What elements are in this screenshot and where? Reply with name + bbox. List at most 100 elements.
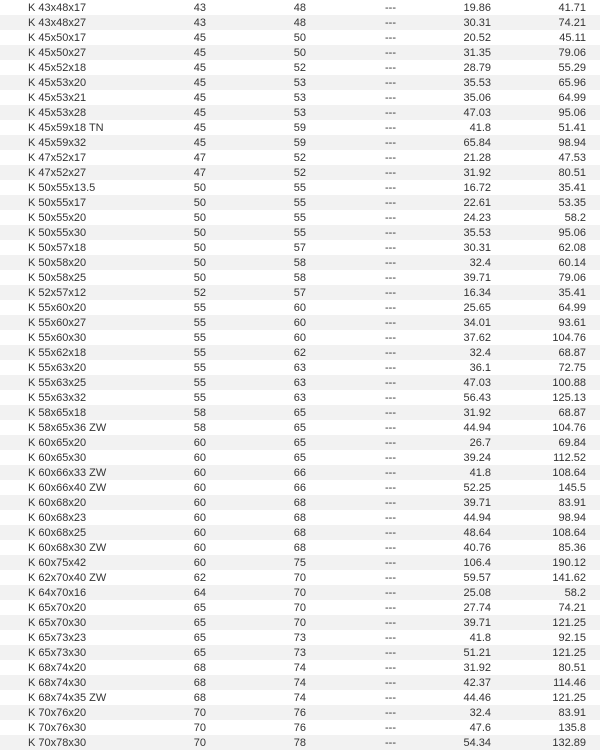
cell-value-1: 65.84: [410, 135, 505, 150]
cell-placeholder: ---: [320, 0, 410, 15]
cell-name: K 52x57x12: [0, 285, 120, 300]
cell-value-2: 93.61: [505, 315, 600, 330]
table-row: K 60x65x306065---39.24112.52: [0, 450, 600, 465]
cell-placeholder: ---: [320, 330, 410, 345]
cell-dim-b: 58: [220, 255, 320, 270]
cell-placeholder: ---: [320, 480, 410, 495]
cell-value-2: 141.62: [505, 570, 600, 585]
cell-dim-a: 55: [120, 330, 220, 345]
cell-dim-a: 55: [120, 360, 220, 375]
cell-value-1: 35.53: [410, 75, 505, 90]
cell-placeholder: ---: [320, 705, 410, 720]
table-row: K 47x52x274752---31.9280.51: [0, 165, 600, 180]
cell-placeholder: ---: [320, 30, 410, 45]
cell-value-2: 69.84: [505, 435, 600, 450]
table-row: K 60x75x426075---106.4190.12: [0, 555, 600, 570]
cell-placeholder: ---: [320, 540, 410, 555]
cell-dim-a: 70: [120, 720, 220, 735]
cell-name: K 70x76x20: [0, 705, 120, 720]
table-row: K 55x63x255563---47.03100.88: [0, 375, 600, 390]
cell-dim-b: 76: [220, 705, 320, 720]
cell-dim-a: 45: [120, 90, 220, 105]
cell-dim-a: 45: [120, 75, 220, 90]
cell-value-2: 121.25: [505, 690, 600, 705]
cell-dim-a: 45: [120, 105, 220, 120]
cell-value-1: 30.31: [410, 15, 505, 30]
cell-dim-b: 70: [220, 615, 320, 630]
table-row: K 55x60x305560---37.62104.76: [0, 330, 600, 345]
cell-value-2: 85.36: [505, 540, 600, 555]
cell-name: K 68x74x20: [0, 660, 120, 675]
table-row: K 62x70x40 ZW6270---59.57141.62: [0, 570, 600, 585]
cell-value-2: 80.51: [505, 660, 600, 675]
cell-dim-a: 60: [120, 480, 220, 495]
cell-dim-b: 59: [220, 135, 320, 150]
table-row: K 43x48x174348---19.8641.71: [0, 0, 600, 15]
table-row: K 65x70x306570---39.71121.25: [0, 615, 600, 630]
cell-value-1: 32.4: [410, 345, 505, 360]
cell-placeholder: ---: [320, 60, 410, 75]
cell-value-1: 52.25: [410, 480, 505, 495]
cell-name: K 60x68x20: [0, 495, 120, 510]
cell-name: K 64x70x16: [0, 585, 120, 600]
cell-name: K 60x75x42: [0, 555, 120, 570]
cell-value-2: 125.13: [505, 390, 600, 405]
cell-placeholder: ---: [320, 405, 410, 420]
cell-dim-b: 50: [220, 45, 320, 60]
cell-dim-b: 52: [220, 165, 320, 180]
cell-name: K 70x76x30: [0, 720, 120, 735]
cell-dim-b: 55: [220, 210, 320, 225]
cell-placeholder: ---: [320, 150, 410, 165]
cell-value-2: 190.12: [505, 555, 600, 570]
cell-dim-a: 47: [120, 150, 220, 165]
cell-name: K 55x60x20: [0, 300, 120, 315]
cell-name: K 55x63x32: [0, 390, 120, 405]
cell-dim-b: 60: [220, 330, 320, 345]
cell-name: K 65x70x30: [0, 615, 120, 630]
cell-dim-a: 60: [120, 555, 220, 570]
cell-dim-a: 50: [120, 255, 220, 270]
cell-dim-a: 45: [120, 60, 220, 75]
cell-dim-b: 73: [220, 630, 320, 645]
cell-value-2: 79.06: [505, 45, 600, 60]
cell-value-1: 42.37: [410, 675, 505, 690]
cell-dim-b: 63: [220, 390, 320, 405]
cell-dim-b: 50: [220, 30, 320, 45]
cell-value-2: 60.14: [505, 255, 600, 270]
cell-name: K 55x60x30: [0, 330, 120, 345]
cell-value-1: 47.6: [410, 720, 505, 735]
cell-placeholder: ---: [320, 390, 410, 405]
cell-name: K 60x65x30: [0, 450, 120, 465]
cell-dim-a: 45: [120, 135, 220, 150]
table-row: K 55x60x205560---25.6564.99: [0, 300, 600, 315]
cell-placeholder: ---: [320, 105, 410, 120]
cell-value-1: 35.06: [410, 90, 505, 105]
cell-dim-b: 48: [220, 15, 320, 30]
cell-placeholder: ---: [320, 90, 410, 105]
cell-dim-b: 75: [220, 555, 320, 570]
cell-placeholder: ---: [320, 555, 410, 570]
cell-dim-b: 53: [220, 105, 320, 120]
cell-name: K 45x50x17: [0, 30, 120, 45]
cell-name: K 50x57x18: [0, 240, 120, 255]
table-row: K 50x57x185057---30.3162.08: [0, 240, 600, 255]
cell-placeholder: ---: [320, 510, 410, 525]
table-row: K 60x66x33 ZW6066---41.8108.64: [0, 465, 600, 480]
cell-value-1: 51.21: [410, 645, 505, 660]
cell-placeholder: ---: [320, 600, 410, 615]
cell-placeholder: ---: [320, 255, 410, 270]
table-row: K 45x50x274550---31.3579.06: [0, 45, 600, 60]
cell-name: K 50x55x13.5: [0, 180, 120, 195]
cell-dim-a: 60: [120, 465, 220, 480]
table-row: K 45x52x184552---28.7955.29: [0, 60, 600, 75]
cell-dim-a: 50: [120, 225, 220, 240]
cell-name: K 60x65x20: [0, 435, 120, 450]
cell-dim-a: 60: [120, 450, 220, 465]
table-row: K 45x53x214553---35.0664.99: [0, 90, 600, 105]
cell-dim-b: 74: [220, 660, 320, 675]
cell-placeholder: ---: [320, 75, 410, 90]
cell-value-2: 135.8: [505, 720, 600, 735]
cell-name: K 60x68x25: [0, 525, 120, 540]
cell-name: K 47x52x27: [0, 165, 120, 180]
cell-placeholder: ---: [320, 525, 410, 540]
